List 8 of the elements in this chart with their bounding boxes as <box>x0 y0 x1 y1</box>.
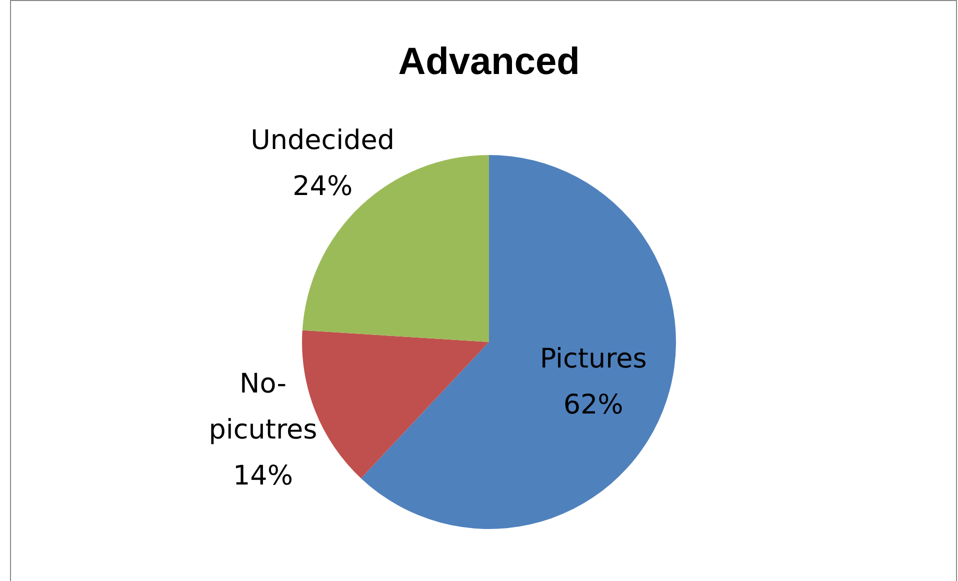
chart-title: Advanced <box>398 41 580 84</box>
pie-slice <box>360 155 676 529</box>
data-label: 14% <box>232 460 293 492</box>
slice-label: Pictures <box>540 344 647 375</box>
slice-label: Undecided <box>250 125 395 156</box>
data-label: 24% <box>292 171 353 202</box>
slice-label: No-picutres <box>208 368 318 446</box>
data-label: 62% <box>563 390 624 421</box>
